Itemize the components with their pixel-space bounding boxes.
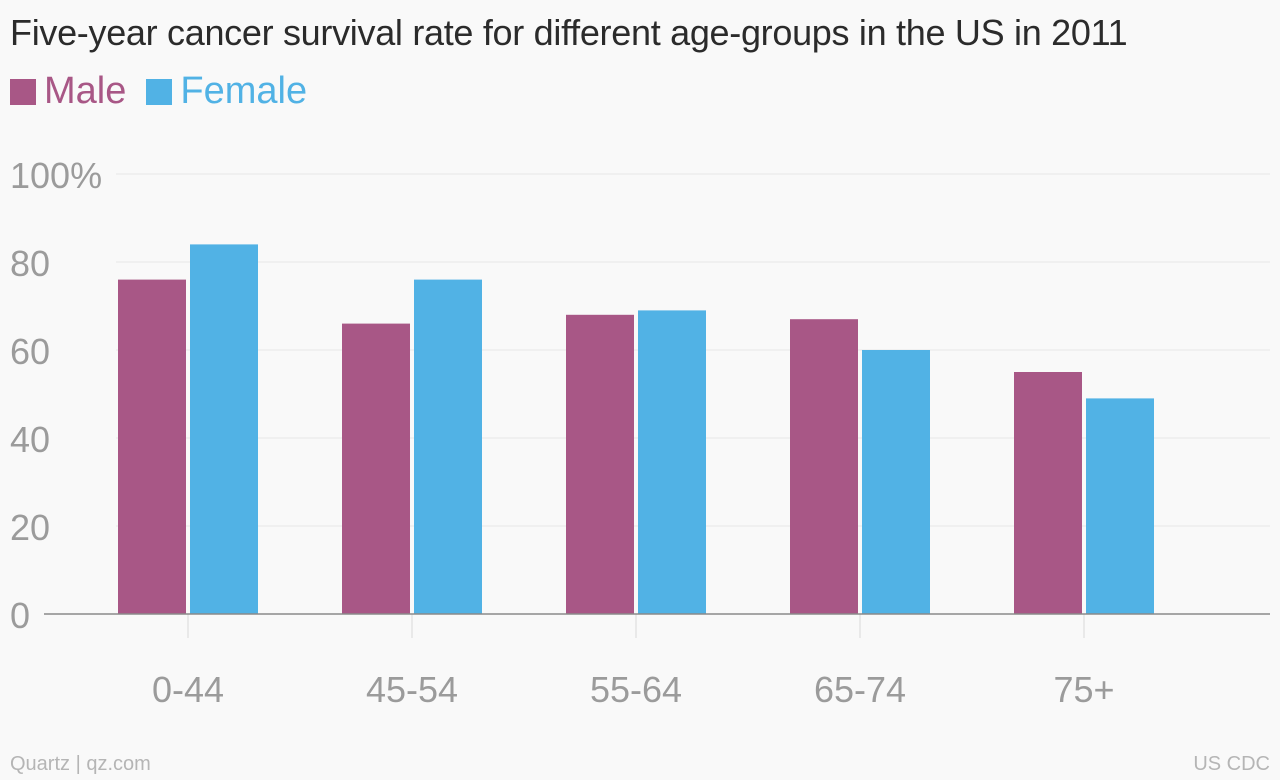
bar-female-45-54 xyxy=(414,279,482,614)
bar-male-65-74 xyxy=(790,319,858,614)
legend-item-female: Female xyxy=(146,70,307,113)
y-tick-label-0: 0 xyxy=(10,595,30,636)
legend: Male Female xyxy=(10,70,327,113)
legend-label-female: Female xyxy=(180,70,308,112)
bar-male-55-64 xyxy=(566,314,634,614)
bar-female-75+ xyxy=(1086,398,1154,614)
legend-item-male: Male xyxy=(10,70,126,113)
chart-title: Five-year cancer survival rate for diffe… xyxy=(10,12,1128,53)
legend-label-male: Male xyxy=(44,70,127,112)
bar-female-55-64 xyxy=(638,310,706,614)
y-tick-label-1: 20 xyxy=(10,507,50,548)
legend-swatch-female xyxy=(146,78,173,105)
y-tick-label-5: 100% xyxy=(10,155,102,196)
y-tick-label-4: 80 xyxy=(10,243,50,284)
x-tick-label-0: 0-44 xyxy=(152,669,224,710)
x-tick-label-2: 55-64 xyxy=(590,669,682,710)
footer-credit: Quartz | qz.com xyxy=(10,753,151,775)
bar-female-65-74 xyxy=(862,350,930,614)
bar-female-0-44 xyxy=(190,244,258,614)
x-tick-label-1: 45-54 xyxy=(366,669,458,710)
y-tick-label-3: 60 xyxy=(10,331,50,372)
bar-male-75+ xyxy=(1014,372,1082,614)
x-tick-label-3: 65-74 xyxy=(814,669,906,710)
footer-source: US CDC xyxy=(1193,753,1270,775)
bar-male-45-54 xyxy=(342,323,410,614)
x-tick-label-4: 75+ xyxy=(1053,669,1114,710)
legend-swatch-male xyxy=(10,78,36,105)
bar-male-0-44 xyxy=(118,279,186,614)
y-tick-label-2: 40 xyxy=(10,419,50,460)
